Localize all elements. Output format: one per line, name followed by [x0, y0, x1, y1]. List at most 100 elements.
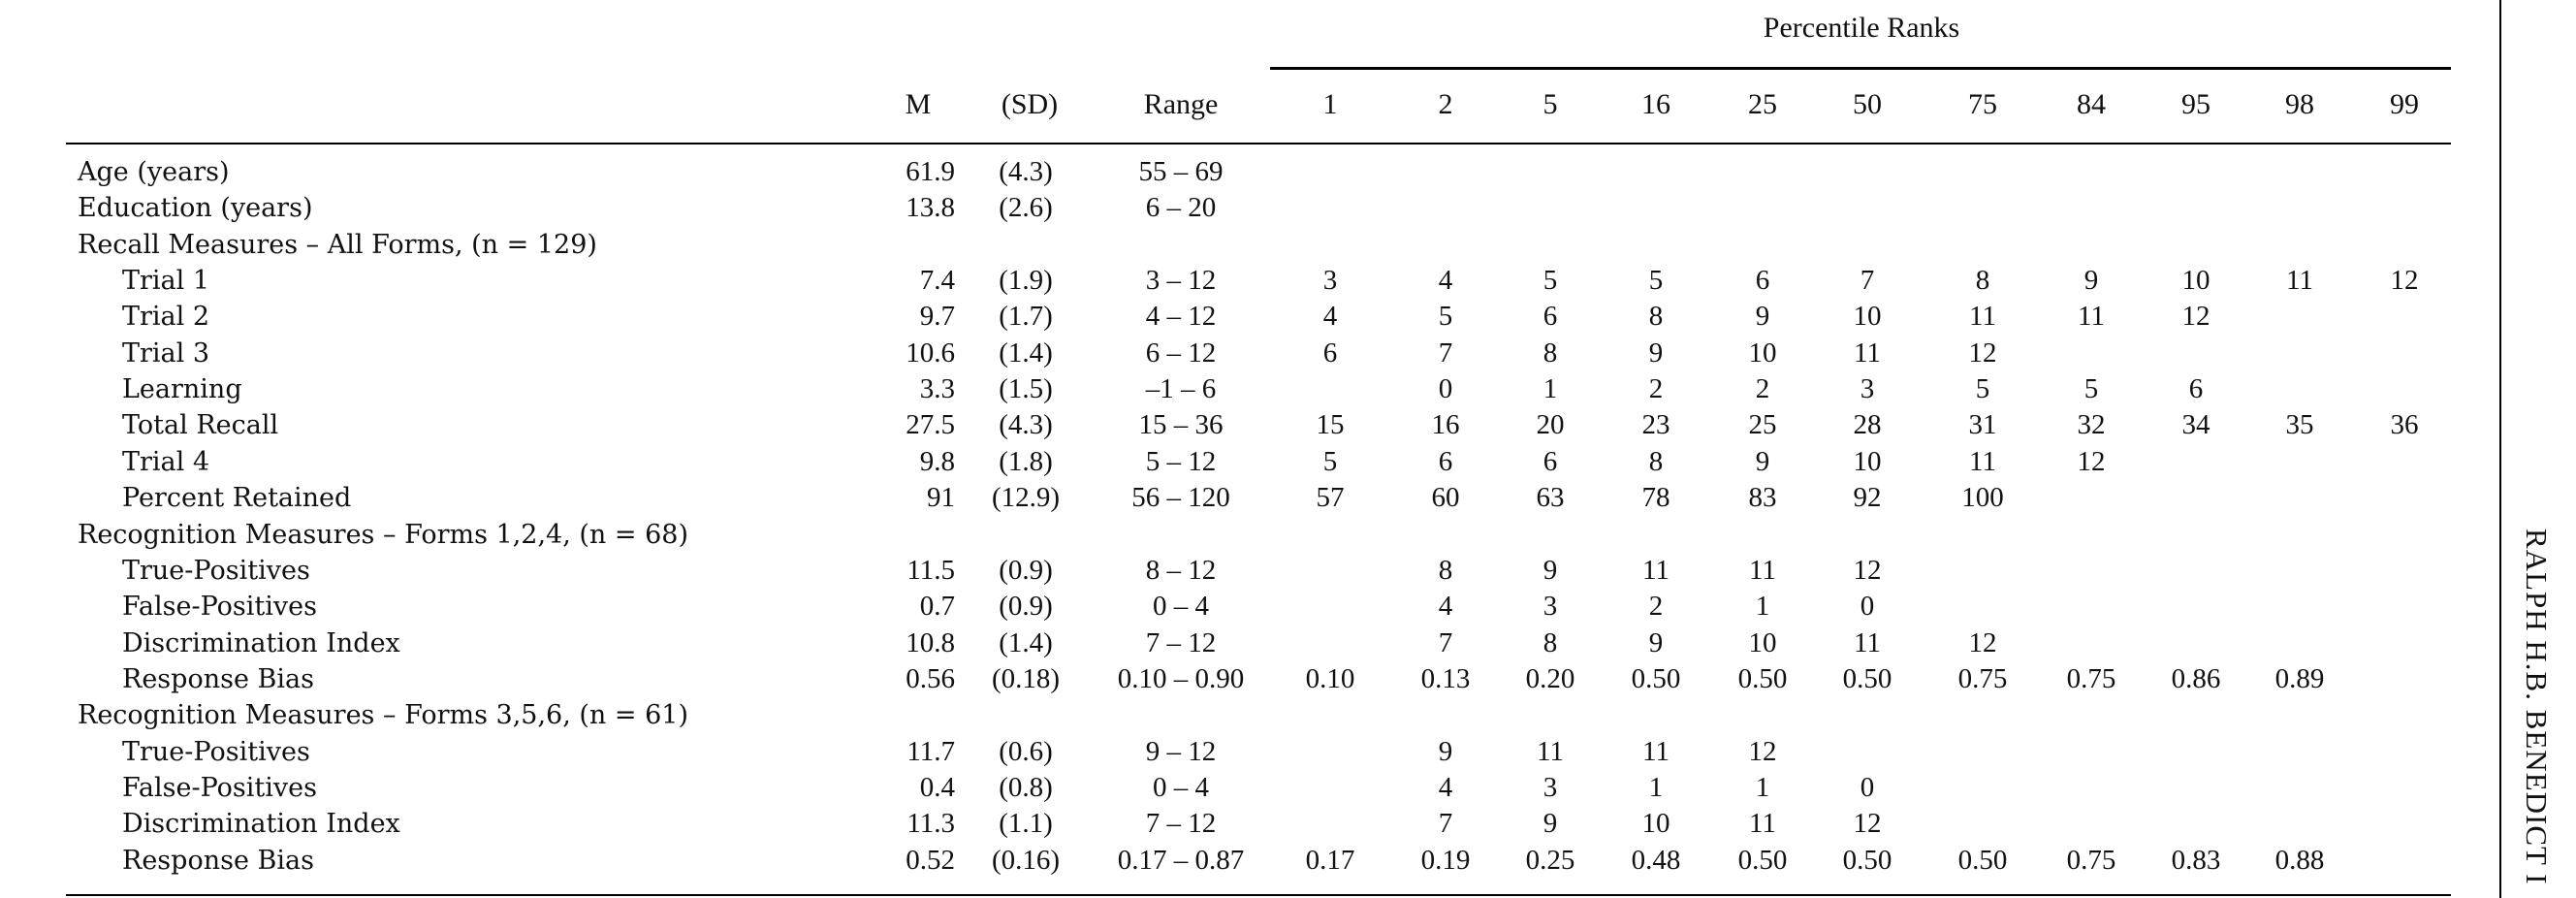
- section-label: Recognition Measures – Forms 1,2,4, (n =…: [78, 520, 689, 550]
- cell-percentile: 8: [1975, 265, 1990, 296]
- cell-percentile: 7: [1438, 627, 1453, 658]
- cell-percentile: 10: [1641, 808, 1670, 839]
- cell-percentile: 57: [1316, 482, 1345, 513]
- cell-percentile: 6: [1542, 446, 1558, 477]
- cell-sd: (2.6): [999, 192, 1053, 223]
- header-bottom-rule: [66, 143, 2451, 144]
- cell-percentile: 7: [1438, 808, 1453, 839]
- cell-percentile: 0.88: [2274, 845, 2325, 876]
- cell-sd: (1.4): [999, 337, 1053, 369]
- row-label: Response Bias: [122, 846, 314, 876]
- cell-percentile: 3: [1860, 373, 1875, 404]
- cell-percentile: 10: [1748, 337, 1777, 369]
- cell-percentile: 23: [1641, 409, 1670, 440]
- cell-range: 3 – 12: [1145, 265, 1217, 296]
- column-header-percentile: 98: [2285, 88, 2314, 120]
- cell-percentile: 1: [1755, 772, 1770, 803]
- cell-percentile: 0.50: [1842, 845, 1892, 876]
- cell-percentile: 0.50: [1737, 845, 1788, 876]
- cell-mean: 11.7: [906, 736, 955, 767]
- cell-sd: (4.3): [999, 409, 1053, 440]
- cell-sd: (4.3): [999, 156, 1053, 187]
- column-header-range: Range: [1143, 88, 1219, 120]
- cell-percentile: 11: [1642, 736, 1670, 767]
- cell-percentile: 11: [1749, 808, 1776, 839]
- column-header-percentile: 25: [1748, 88, 1777, 120]
- cell-range: 7 – 12: [1145, 808, 1217, 839]
- cell-percentile: 34: [2181, 409, 2210, 440]
- page-margin-line: [2499, 0, 2501, 898]
- section-label: Recall Measures – All Forms, (n = 129): [78, 230, 597, 260]
- cell-mean: 27.5: [906, 409, 955, 440]
- cell-percentile: 8: [1648, 301, 1664, 332]
- cell-percentile: 0.75: [2066, 845, 2116, 876]
- cell-percentile: 9: [1542, 555, 1558, 586]
- cell-sd: (0.8): [999, 772, 1053, 803]
- cell-percentile: 8: [1648, 446, 1664, 477]
- cell-percentile: 3: [1322, 265, 1338, 296]
- cell-mean: 0.4: [919, 772, 955, 803]
- cell-percentile: 0.50: [1737, 663, 1788, 694]
- cell-percentile: 31: [1968, 409, 1997, 440]
- cell-percentile: 35: [2285, 409, 2314, 440]
- column-header-percentile: 1: [1322, 88, 1338, 120]
- cell-sd: (12.9): [991, 482, 1061, 513]
- cell-range: 56 – 120: [1131, 482, 1230, 513]
- cell-sd: (1.7): [999, 301, 1053, 332]
- cell-percentile: 10: [2181, 265, 2210, 296]
- cell-range: 4 – 12: [1145, 301, 1217, 332]
- cell-mean: 10.8: [906, 627, 955, 658]
- cell-percentile: 0.50: [1842, 663, 1892, 694]
- percentile-spanner-rule: [1270, 67, 2451, 70]
- cell-mean: 0.56: [906, 663, 955, 694]
- cell-percentile: 9: [1648, 337, 1664, 369]
- cell-mean: 3.3: [919, 373, 955, 404]
- cell-percentile: 12: [2077, 446, 2106, 477]
- row-label: False-Positives: [122, 592, 317, 622]
- column-header-percentile: 2: [1438, 88, 1453, 120]
- cell-percentile: 12: [1853, 808, 1882, 839]
- cell-mean: 0.7: [919, 591, 955, 622]
- cell-percentile: 0: [1438, 373, 1453, 404]
- cell-sd: (1.9): [999, 265, 1053, 296]
- cell-percentile: 6: [1322, 337, 1338, 369]
- cell-percentile: 9: [1438, 736, 1453, 767]
- cell-percentile: 5: [1438, 301, 1453, 332]
- cell-sd: (1.4): [999, 627, 1053, 658]
- cell-percentile: 0.13: [1420, 663, 1471, 694]
- running-head: RALPH H.B. BENEDICT I: [2520, 529, 2554, 885]
- cell-sd: (0.9): [999, 591, 1053, 622]
- cell-sd: (0.18): [991, 663, 1061, 694]
- cell-percentile: 7: [1438, 337, 1453, 369]
- cell-percentile: 9: [1648, 627, 1664, 658]
- cell-range: 6 – 20: [1145, 192, 1217, 223]
- cell-percentile: 9: [1542, 808, 1558, 839]
- row-label: Discrimination Index: [122, 809, 400, 839]
- cell-percentile: 1: [1755, 591, 1770, 622]
- cell-mean: 91: [927, 482, 955, 513]
- cell-percentile: 100: [1961, 482, 2004, 513]
- cell-percentile: 3: [1542, 591, 1558, 622]
- row-label: True-Positives: [122, 556, 310, 586]
- cell-percentile: 0.83: [2171, 845, 2221, 876]
- cell-mean: 7.4: [919, 265, 955, 296]
- cell-range: 0 – 4: [1153, 772, 1209, 803]
- cell-percentile: 11: [1854, 627, 1881, 658]
- cell-sd: (1.1): [999, 808, 1053, 839]
- cell-percentile: 1: [1542, 373, 1558, 404]
- cell-percentile: 6: [1542, 301, 1558, 332]
- cell-range: 6 – 12: [1145, 337, 1217, 369]
- cell-percentile: 0.75: [1957, 663, 2008, 694]
- row-label: Trial 2: [122, 302, 210, 332]
- cell-percentile: 0.17: [1305, 845, 1355, 876]
- row-label: Trial 4: [122, 447, 210, 477]
- cell-percentile: 0.20: [1525, 663, 1575, 694]
- cell-percentile: 78: [1641, 482, 1670, 513]
- row-label: Total Recall: [122, 410, 279, 440]
- cell-percentile: 8: [1542, 337, 1558, 369]
- column-header-percentile: 16: [1641, 88, 1670, 120]
- cell-percentile: 63: [1536, 482, 1565, 513]
- cell-mean: 9.8: [919, 446, 955, 477]
- row-label: Percent Retained: [122, 483, 352, 513]
- cell-mean: 0.52: [906, 845, 955, 876]
